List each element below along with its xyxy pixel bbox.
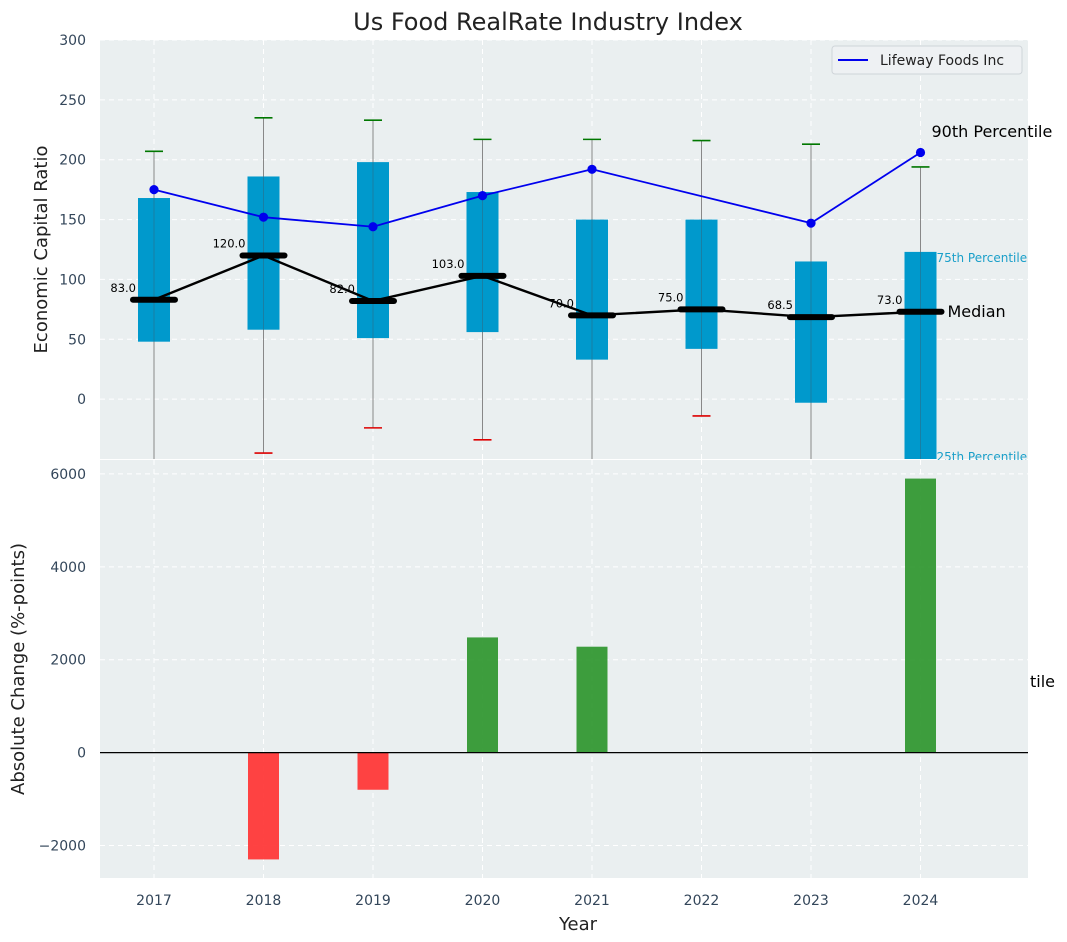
bottom-y-tick-label: −2000: [39, 838, 86, 854]
p90-annotation: 90th Percentile: [932, 122, 1053, 141]
x-tick-label: 2020: [465, 893, 501, 909]
company-point: [806, 218, 816, 228]
median-value-label: 75.0: [658, 290, 684, 304]
x-tick-label: 2023: [793, 893, 829, 909]
bottom-y-tick-label: 0: [77, 746, 86, 762]
top-y-tick-label: 300: [59, 33, 86, 49]
top-panel: 0 50 100 150 200 250 300 83.0 120.0 82.0 103.0 70.…: [31, 33, 1052, 464]
top-boxes: [138, 117, 937, 459]
bottom-y-ticks: −2000 0 2000 4000 6000: [39, 467, 86, 855]
clipped-annotation: tile: [1030, 672, 1055, 691]
median-trend: 83.0 120.0 82.0 103.0 70.0 75.0 68.5 73.0: [110, 236, 945, 321]
top-y-axis-label: Economic Capital Ratio: [31, 146, 52, 354]
top-y-tick-label: 100: [59, 272, 86, 288]
legend: Lifeway Foods Inc: [831, 45, 1023, 75]
positive-bar: [905, 478, 936, 753]
company-point: [477, 191, 488, 201]
bottom-y-tick-label: 6000: [50, 467, 86, 483]
median-value-label: 83.0: [110, 281, 136, 295]
legend-label: Lifeway Foods Inc: [880, 53, 1004, 69]
median-value-label: 103.0: [432, 257, 465, 271]
positive-bar: [576, 646, 608, 753]
top-y-tick-label: 0: [77, 392, 86, 408]
company-point: [915, 147, 926, 158]
median-value-label: 73.0: [877, 293, 903, 307]
x-tick-label: 2018: [246, 893, 282, 909]
company-line: [810, 151, 921, 224]
legend-box: [831, 45, 1023, 75]
chart-title: Us Food RealRate Industry Index: [353, 8, 743, 36]
x-tick-label: 2024: [903, 893, 939, 909]
negative-bar: [248, 752, 279, 860]
company-point: [149, 185, 159, 195]
median-annotation: Median: [948, 302, 1006, 321]
top-y-tick-label: 50: [68, 332, 86, 348]
company-point: [258, 212, 269, 222]
top-y-tick-label: 150: [59, 213, 86, 229]
top-y-tick-label: 250: [59, 93, 86, 109]
bottom-y-axis-label: Absolute Change (%-points): [8, 543, 29, 795]
change-bars: [248, 478, 936, 860]
x-axis-label: Year: [558, 914, 598, 935]
top-y-tick-label: 200: [59, 153, 86, 169]
x-tick-label: 2019: [355, 893, 391, 909]
bottom-y-tick-label: 2000: [50, 653, 86, 669]
negative-bar: [357, 752, 389, 790]
x-tick-label: 2022: [684, 893, 720, 909]
median-value-label: 68.5: [767, 298, 793, 312]
x-tick-label: 2017: [136, 893, 172, 909]
x-tick-label: 2021: [574, 893, 610, 909]
median-value-label: 120.0: [213, 236, 246, 250]
median-value-label: 70.0: [548, 296, 574, 310]
p75-annotation: 75th Percentile: [937, 251, 1028, 265]
company-point: [587, 164, 597, 174]
company-point: [368, 222, 378, 232]
top-y-ticks: 0 50 100 150 200 250 300: [59, 33, 86, 408]
bottom-y-tick-label: 4000: [50, 560, 86, 576]
company-line: [591, 168, 812, 225]
positive-bar: [467, 637, 498, 753]
bottom-panel-background: [100, 460, 1028, 878]
x-ticks: 2017 2018 2019 2020 2021 2022 2023 2024: [136, 893, 938, 909]
company-series: [149, 147, 926, 232]
median-value-label: 82.0: [329, 282, 355, 296]
